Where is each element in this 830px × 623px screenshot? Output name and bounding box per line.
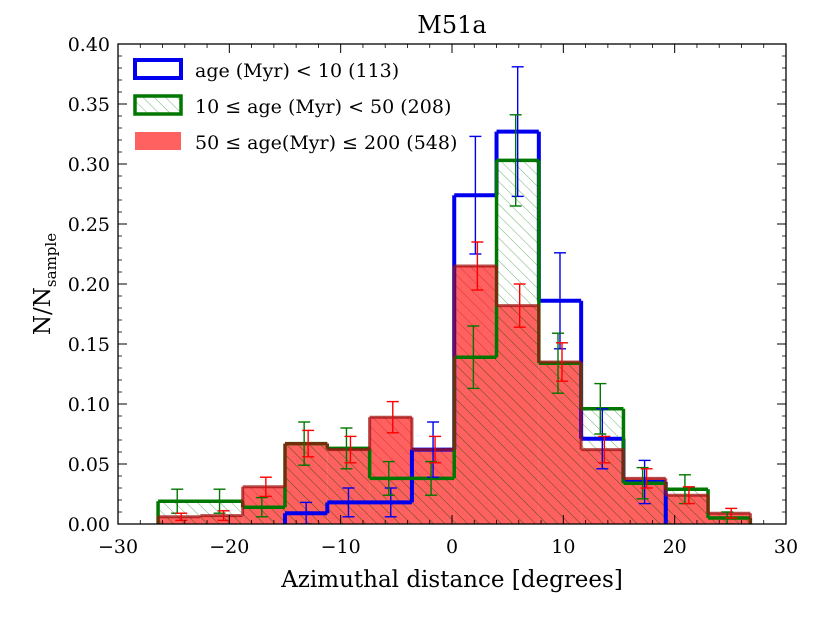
y-axis-label: N/Nsample xyxy=(30,233,60,335)
legend-swatch-blue xyxy=(133,58,183,80)
blue-errorbar xyxy=(427,421,440,478)
green-errorbar xyxy=(382,460,395,496)
x-tick-label: −20 xyxy=(209,536,249,558)
legend-item-green: 10 ≤ age (Myr) < 50 (208) xyxy=(133,94,451,118)
y-tick-label: 0.25 xyxy=(68,214,110,236)
red-errorbar xyxy=(471,241,484,291)
legend-label-blue: age (Myr) < 10 (113) xyxy=(195,60,399,82)
x-axis-label: Azimuthal distance [degrees] xyxy=(280,567,623,593)
green-errorbar xyxy=(594,382,607,435)
red-errorbar xyxy=(386,400,399,434)
legend-swatch-green xyxy=(133,94,183,116)
x-tick-label: −30 xyxy=(98,536,138,558)
x-tick-label: 30 xyxy=(774,536,798,558)
red-errorbar xyxy=(682,486,695,505)
red-errorbar xyxy=(302,429,315,458)
red-errorbar xyxy=(725,507,738,519)
axis-ticks: −30 −20 −10 0 10 20 30 0.00 0.05 0.10 0.15 0.20 0.25… xyxy=(68,34,798,558)
legend-label-red: 50 ≤ age(Myr) ≤ 200 (548) xyxy=(195,132,457,154)
green-bar-hatch xyxy=(454,357,497,524)
y-tick-label: 0.00 xyxy=(68,514,110,536)
red-errorbar xyxy=(217,510,230,522)
green-bar-hatch xyxy=(242,507,285,524)
green-bar-hatch xyxy=(538,363,582,524)
y-axis-label-subscript: sample xyxy=(42,233,60,287)
plot-area xyxy=(156,66,753,524)
red-errorbar xyxy=(640,468,653,489)
green-bar-hatch xyxy=(411,478,455,524)
blue-errorbar xyxy=(469,135,482,255)
legend-item-red: 50 ≤ age(Myr) ≤ 200 (548) xyxy=(135,132,457,154)
legend-swatch-red xyxy=(135,132,181,150)
green-errorbar xyxy=(636,466,649,500)
y-tick-label: 0.05 xyxy=(68,454,110,476)
red-errorbar xyxy=(513,283,526,328)
red-errorbar xyxy=(598,435,611,464)
legend-item-blue: age (Myr) < 10 (113) xyxy=(133,58,399,82)
legend-label-green: 10 ≤ age (Myr) < 50 (208) xyxy=(195,96,451,118)
blue-errorbar xyxy=(384,487,397,518)
blue-errorbar xyxy=(300,501,313,524)
y-tick-label: 0.15 xyxy=(68,334,110,356)
x-tick-label: −10 xyxy=(321,536,361,558)
red-errorbar xyxy=(175,512,188,522)
x-tick-label: 0 xyxy=(446,536,458,558)
y-tick-label: 0.35 xyxy=(68,94,110,116)
blue-errorbar xyxy=(511,66,524,198)
red-errorbar xyxy=(429,435,442,464)
green-errorbar xyxy=(298,421,311,466)
green-errorbar xyxy=(255,496,268,518)
red-errorbar xyxy=(344,435,357,464)
green-bar-hatch xyxy=(708,518,751,524)
blue-errorbar xyxy=(596,408,609,470)
y-axis-label-main: N/N xyxy=(30,287,56,335)
green-bar-hatch xyxy=(496,160,539,524)
green-errorbar xyxy=(509,114,522,207)
red-errorbar xyxy=(259,476,272,498)
x-tick-label: 20 xyxy=(663,536,687,558)
red-errorbar xyxy=(555,342,568,382)
green-errorbar xyxy=(467,325,480,390)
legend: age (Myr) < 10 (113) 10 ≤ age (Myr) < 50 … xyxy=(133,58,457,154)
y-tick-label: 0.40 xyxy=(68,34,110,56)
y-tick-label: 0.20 xyxy=(68,274,110,296)
blue-errorbar xyxy=(342,487,355,518)
y-tick-label: 0.10 xyxy=(68,394,110,416)
green-errorbar xyxy=(340,427,353,470)
chart-title: M51a xyxy=(417,11,486,39)
x-tick-label: 10 xyxy=(551,536,575,558)
y-tick-label: 0.30 xyxy=(68,154,110,176)
